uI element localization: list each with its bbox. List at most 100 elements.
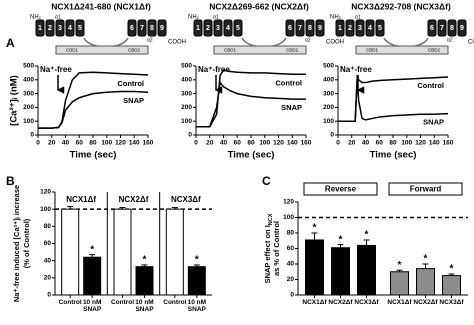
x-tick-label: 160 bbox=[143, 140, 154, 147]
y-axis-label: (% of Control) bbox=[22, 218, 31, 268]
c-terminus: COOH bbox=[326, 40, 344, 46]
group-label: NCX2Δf bbox=[119, 195, 149, 204]
segment-label: 8 bbox=[308, 25, 312, 32]
x-tick-label: NCX3Δf bbox=[354, 299, 379, 306]
x-tick-label: 40 bbox=[220, 140, 228, 147]
x-tick-label: 160 bbox=[443, 140, 454, 147]
tm-segment bbox=[437, 19, 447, 37]
x-tick-label: 20 bbox=[206, 140, 214, 147]
y-tick-label: 500 bbox=[181, 63, 192, 70]
y-tick-label: 40 bbox=[287, 261, 295, 268]
x-axis-label: Time (sec) bbox=[70, 150, 117, 161]
n-terminus: NH₂ bbox=[188, 15, 200, 21]
segment-label: 7 bbox=[440, 25, 444, 32]
tm-segment bbox=[45, 19, 55, 37]
y-tick-label: 120 bbox=[40, 189, 51, 196]
y-tick-label: 0 bbox=[30, 132, 34, 139]
cbd-label: CBD1 bbox=[66, 48, 79, 53]
bar bbox=[331, 247, 350, 296]
group-label: NCX1Δf bbox=[66, 195, 96, 204]
x-tick-label: 80 bbox=[89, 140, 97, 147]
tm-segment bbox=[305, 19, 315, 37]
panel-title: NCX3Δ292-708 (NCX3Δf) bbox=[351, 1, 451, 11]
y-tick-label: 0 bbox=[290, 292, 294, 299]
segment-label: 9 bbox=[160, 25, 164, 32]
x-tick-label: 60 bbox=[376, 140, 384, 147]
segment-label: 4 bbox=[368, 25, 372, 32]
segment-label: 7 bbox=[140, 25, 144, 32]
tm-segment bbox=[127, 19, 137, 37]
y-tick-label: 100 bbox=[23, 118, 34, 125]
x-tick-label: NCX1Δf bbox=[387, 299, 412, 306]
significance-marker: * bbox=[90, 244, 94, 255]
tm-segment bbox=[35, 19, 45, 37]
group-header: Forward bbox=[410, 185, 442, 194]
segment-label: 4 bbox=[226, 25, 230, 32]
bar bbox=[390, 271, 409, 296]
tm-segment bbox=[295, 19, 305, 37]
bar bbox=[135, 266, 154, 296]
panel-title: NCX2Δ269-662 (NCX2Δf) bbox=[209, 1, 309, 11]
segment-label: 3 bbox=[358, 25, 362, 32]
cbd-label: CBD2 bbox=[128, 48, 141, 53]
bar bbox=[83, 256, 102, 296]
y-tick-label: 80 bbox=[287, 230, 295, 237]
line-series bbox=[196, 80, 306, 128]
x-tick-label: NCX2Δf bbox=[328, 299, 353, 306]
bar bbox=[305, 239, 324, 296]
x-tick-label: 20 bbox=[348, 140, 356, 147]
group-header-box bbox=[388, 182, 463, 196]
y-axis-label: [Ca²⁺]ᵢ (nM) bbox=[9, 75, 20, 126]
segment-label: 6 bbox=[130, 25, 134, 32]
significance-marker: * bbox=[450, 264, 454, 275]
x-tick-label: 120 bbox=[415, 140, 426, 147]
group-header-box bbox=[303, 182, 378, 196]
x-tick-label: 140 bbox=[287, 140, 298, 147]
segment-label: 6 bbox=[430, 25, 434, 32]
bar bbox=[61, 208, 80, 296]
series-label: SNAP bbox=[423, 118, 444, 127]
x-tick-label: 10 nM SNAP bbox=[187, 299, 207, 313]
x-tick-label: 40 bbox=[62, 140, 70, 147]
x-tick-label: 100 bbox=[259, 140, 270, 147]
tm-segment bbox=[55, 19, 65, 37]
bar bbox=[165, 208, 184, 296]
x-tick-label: Control bbox=[163, 299, 187, 306]
tm-segment bbox=[457, 19, 467, 37]
y-tick-label: 200 bbox=[23, 104, 34, 111]
segment-label: 3 bbox=[58, 25, 62, 32]
n-terminus: NH₂ bbox=[30, 15, 42, 21]
tm-segment bbox=[375, 19, 385, 37]
x-tick-label: 80 bbox=[247, 140, 255, 147]
cbd-label: CBD1 bbox=[366, 48, 379, 53]
cbd-bar bbox=[55, 45, 149, 55]
segment-label: 3 bbox=[216, 25, 220, 32]
tm-segment bbox=[315, 19, 325, 37]
segment-label: 2 bbox=[348, 25, 352, 32]
y-tick-label: 80 bbox=[44, 223, 52, 230]
stimulus-label: Na⁺-free bbox=[198, 65, 230, 74]
y-axis-label-sub: NCX bbox=[268, 213, 274, 225]
tm-segment bbox=[447, 19, 457, 37]
y-tick-label: 100 bbox=[323, 118, 334, 125]
cbd-label: CBD2 bbox=[286, 48, 299, 53]
y-tick-label: 100 bbox=[283, 214, 294, 221]
stimulus-label: Na⁺-free bbox=[340, 65, 372, 74]
y-tick-label: 200 bbox=[181, 104, 192, 111]
bar bbox=[357, 244, 376, 296]
segment-label: 1 bbox=[338, 25, 342, 32]
y-axis-label-part: SNAP effect on I bbox=[263, 225, 272, 283]
x-tick-label: 10 nM SNAP bbox=[135, 299, 154, 313]
x-tick-label: 140 bbox=[129, 140, 140, 147]
segment-label: 9 bbox=[318, 25, 322, 32]
alpha-label: α2 bbox=[447, 37, 453, 43]
x-tick-label: 60 bbox=[234, 140, 242, 147]
line-series bbox=[38, 90, 149, 129]
tm-segment bbox=[203, 19, 213, 37]
y-tick-label: 300 bbox=[181, 90, 192, 97]
n-terminus: NH₂ bbox=[330, 15, 342, 21]
c-terminus: COOH bbox=[468, 40, 474, 46]
segment-label: 5 bbox=[78, 25, 82, 32]
